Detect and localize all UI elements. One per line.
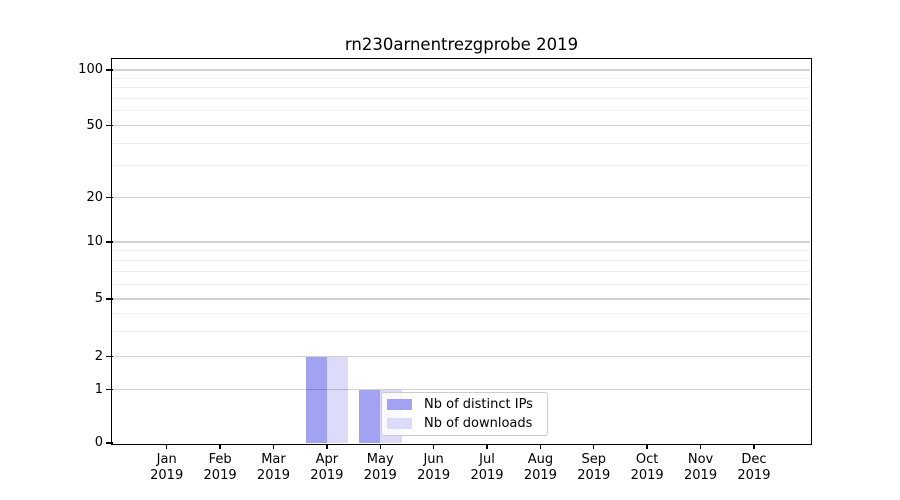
x-tick-label-jul: Jul 2019 xyxy=(470,452,504,483)
y-tick-2 xyxy=(106,355,113,358)
x-tick-jun xyxy=(432,443,435,449)
x-tick-label-oct: Oct 2019 xyxy=(630,452,664,483)
gridline-minor-70 xyxy=(113,98,810,100)
y-tick-label-50: 50 xyxy=(86,117,103,133)
gridline-minor-7 xyxy=(113,270,810,272)
legend-label-downloads: Nb of downloads xyxy=(424,416,533,431)
x-tick-jan xyxy=(166,443,168,449)
x-tick-label-may: May 2019 xyxy=(363,452,397,483)
y-tick-label-10: 10 xyxy=(86,234,103,249)
gridline-minor-3 xyxy=(113,330,810,332)
gridline-minor-4 xyxy=(113,312,810,314)
y-tick-label-100: 100 xyxy=(78,62,103,77)
gridline-major-20 xyxy=(113,196,810,199)
x-tick-may xyxy=(379,443,381,449)
chart-title: rn230arnentrezgprobe 2019 xyxy=(344,35,579,54)
y-tick-label-2: 2 xyxy=(94,348,103,364)
axes-frame xyxy=(111,57,812,445)
y-tick-100 xyxy=(106,69,113,71)
x-tick-aug xyxy=(539,443,542,449)
y-tick-label-0: 0 xyxy=(94,435,103,450)
legend-swatch-downloads xyxy=(387,418,412,429)
legend-swatch-distinct-ips xyxy=(387,399,412,410)
x-tick-sep xyxy=(593,443,595,449)
y-tick-0 xyxy=(106,442,113,444)
plot-area: Nb of distinct IPs Nb of downloads xyxy=(111,57,812,445)
gridline-major-10 xyxy=(113,241,810,243)
x-tick-label-jan: Jan 2019 xyxy=(150,452,184,483)
x-tick-jul xyxy=(486,443,488,449)
gridline-minor-90 xyxy=(113,77,810,79)
gridline-major-5 xyxy=(113,298,810,300)
x-tick-label-sep: Sep 2019 xyxy=(577,452,611,483)
y-tick-label-20: 20 xyxy=(86,189,103,205)
x-tick-label-jun: Jun 2019 xyxy=(417,452,451,483)
bar-distinct-ips-may xyxy=(358,389,381,443)
x-tick-label-feb: Feb 2019 xyxy=(203,452,237,483)
x-tick-label-nov: Nov 2019 xyxy=(684,452,718,483)
gridline-major-2 xyxy=(113,355,810,358)
gridline-minor-30 xyxy=(113,165,810,167)
bar-downloads-apr xyxy=(326,356,349,443)
legend: Nb of distinct IPs Nb of downloads xyxy=(381,392,548,436)
y-tick-label-1: 1 xyxy=(94,381,103,397)
gridline-minor-9 xyxy=(113,250,810,252)
x-tick-label-apr: Apr 2019 xyxy=(310,452,344,483)
gridline-minor-40 xyxy=(113,142,810,144)
x-tick-oct xyxy=(646,443,648,449)
legend-label-distinct-ips: Nb of distinct IPs xyxy=(424,397,533,412)
gridline-minor-80 xyxy=(113,87,810,89)
y-tick-1 xyxy=(106,388,113,391)
x-tick-dec xyxy=(753,443,755,449)
y-tick-10 xyxy=(106,241,113,243)
gridline-major-50 xyxy=(113,124,810,127)
legend-item-distinct-ips: Nb of distinct IPs xyxy=(387,395,547,414)
x-tick-mar xyxy=(272,443,275,449)
y-tick-50 xyxy=(106,124,113,127)
x-tick-nov xyxy=(699,443,702,449)
bar-distinct-ips-apr xyxy=(305,356,327,443)
legend-item-downloads: Nb of downloads xyxy=(387,414,547,433)
x-tick-label-mar: Mar 2019 xyxy=(256,452,291,483)
gridline-minor-6 xyxy=(113,283,810,285)
gridline-minor-60 xyxy=(113,110,810,112)
x-tick-apr xyxy=(326,443,328,449)
gridline-minor-8 xyxy=(113,259,810,261)
x-tick-label-aug: Aug 2019 xyxy=(523,452,557,483)
x-tick-feb xyxy=(219,443,221,449)
gridline-major-100 xyxy=(113,69,810,71)
y-tick-20 xyxy=(106,196,113,199)
x-tick-label-dec: Dec 2019 xyxy=(737,452,771,483)
y-tick-5 xyxy=(106,298,113,300)
gridline-major-1 xyxy=(113,388,810,391)
y-tick-label-5: 5 xyxy=(94,291,103,306)
